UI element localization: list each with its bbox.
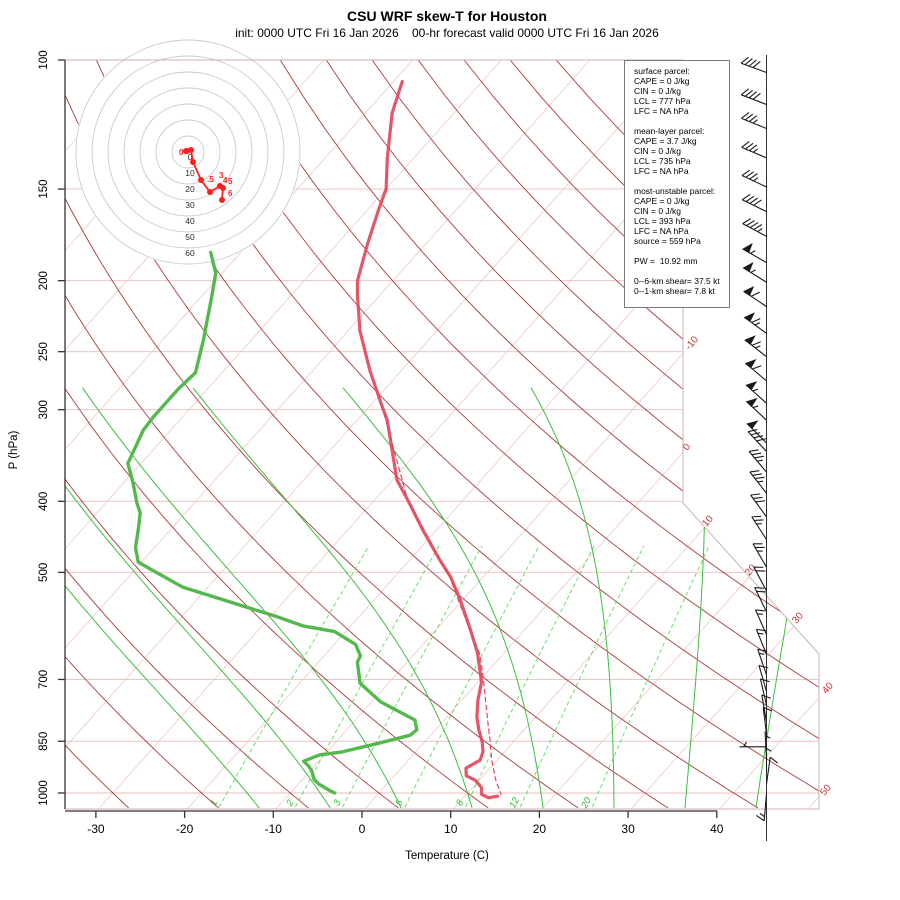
pressure-tick-label: 150 — [38, 179, 50, 198]
temperature-tick-label: 20 — [533, 822, 547, 836]
info-line — [634, 116, 729, 126]
pressure-tick-label: 500 — [38, 563, 50, 582]
isotherm-edge-label: -10 — [683, 334, 701, 352]
info-line: CIN = 0 J/kg — [634, 206, 682, 216]
info-line — [634, 266, 729, 276]
info-line: surface parcel: — [634, 66, 690, 76]
info-line — [634, 246, 729, 256]
hodograph: 0 10 20 30 40 50 60 0 9 .5 34 5 6 — [75, 39, 301, 265]
info-line: mean-layer parcel: — [634, 126, 705, 136]
mixing-ratio-label: 2 — [284, 797, 297, 808]
hodograph-height-label: 3 — [219, 171, 224, 180]
chart-title: CSU WRF skew-T for Houston — [347, 8, 547, 24]
hodograph-height-label: 4 — [223, 176, 228, 185]
info-line: CAPE = 0 J/kg — [634, 76, 690, 86]
isotherm-edge-label: 50 — [818, 782, 834, 798]
isotherm-edge-label: 10 — [700, 513, 716, 529]
x-axis-title: Temperature (C) — [405, 850, 489, 862]
pressure-tick-label: 1000 — [38, 780, 50, 806]
info-line — [634, 176, 729, 186]
hodograph-ring-label: 50 — [185, 232, 195, 242]
hodograph-ring-label: 0 — [188, 152, 193, 162]
temperature-tick-label: -20 — [176, 822, 194, 836]
temperature-tick-label: 10 — [444, 822, 458, 836]
info-line: 0--1-km shear= 7.8 kt — [634, 286, 716, 296]
info-line: LFC = NA hPa — [634, 226, 689, 236]
mixing-ratio-label: 12 — [507, 795, 522, 810]
temperature-tick-label: -10 — [265, 822, 283, 836]
temperature-tick-label: -30 — [87, 822, 105, 836]
hodograph-ring-label: 30 — [185, 200, 195, 210]
hodograph-height-label: 9 — [185, 147, 190, 156]
info-line: CIN = 0 J/kg — [634, 86, 682, 96]
temperature-tick-label: 0 — [359, 822, 366, 836]
hodograph-height-label: .5 — [207, 175, 214, 184]
hodograph-ring-label: 10 — [185, 168, 195, 178]
info-line: most-unstable parcel: — [634, 186, 716, 196]
y-axis-title: P (hPa) — [8, 430, 20, 470]
pressure-tick-label: 700 — [38, 670, 50, 689]
pressure-tick-label: 300 — [38, 400, 50, 419]
info-line: LCL = 393 hPa — [634, 216, 691, 226]
temperature-tick-label: 30 — [621, 822, 635, 836]
dewpoint-curve — [126, 250, 419, 795]
info-line: source = 559 hPa — [634, 236, 701, 246]
chart-subtitle: init: 0000 UTC Fri 16 Jan 2026 00-hr for… — [235, 26, 659, 40]
info-line: CIN = 0 J/kg — [634, 146, 682, 156]
mixing-ratio-label: 8 — [454, 797, 467, 807]
isotherm-edge-label: 0 — [681, 441, 693, 453]
isotherm-edge-label: 20 — [743, 562, 759, 578]
info-line: CAPE = 3.7 J/kg — [634, 136, 697, 146]
pressure-tick-label: 100 — [38, 50, 50, 69]
info-line: PW = 10.92 mm — [634, 256, 698, 266]
info-line: LCL = 735 hPa — [634, 156, 691, 166]
info-line: 0--6-km shear= 37.5 kt — [634, 276, 720, 286]
sounding-curves — [126, 79, 502, 800]
hodograph-height-label: 6 — [228, 189, 233, 198]
temperature-curve — [355, 79, 500, 800]
info-line: CAPE = 0 J/kg — [634, 196, 690, 206]
isotherm-edge-label: 30 — [790, 610, 806, 626]
pressure-tick-label: 850 — [38, 732, 50, 751]
hodograph-height-label: 5 — [228, 177, 233, 186]
temperature-tick-label: 40 — [710, 822, 724, 836]
wind-barbs — [739, 55, 779, 841]
parcel-info-box: surface parcel: CAPE = 0 J/kg CIN = 0 J/kg… — [624, 60, 730, 308]
mixing-ratio-label: 3 — [331, 797, 344, 807]
info-line: LCL = 777 hPa — [634, 96, 691, 106]
hodograph-height-label: 0 — [179, 148, 184, 157]
hodograph-ring-label: 20 — [185, 184, 195, 194]
hodograph-ring-label: 60 — [185, 248, 195, 258]
mixing-ratio-label: 1 — [208, 798, 220, 808]
isotherm-edge-label: 40 — [820, 680, 836, 696]
info-line: LFC = NA hPa — [634, 106, 689, 116]
pressure-tick-label: 250 — [38, 342, 50, 361]
hodograph-ring-label: 40 — [185, 216, 195, 226]
parcel-curve — [381, 404, 502, 795]
mixing-ratio-label: 5 — [394, 797, 407, 807]
pressure-tick-label: 200 — [38, 271, 50, 290]
info-line: LFC = NA hPa — [634, 166, 689, 176]
pressure-tick-label: 400 — [38, 492, 50, 511]
mixing-ratio-label: 20 — [579, 795, 594, 811]
